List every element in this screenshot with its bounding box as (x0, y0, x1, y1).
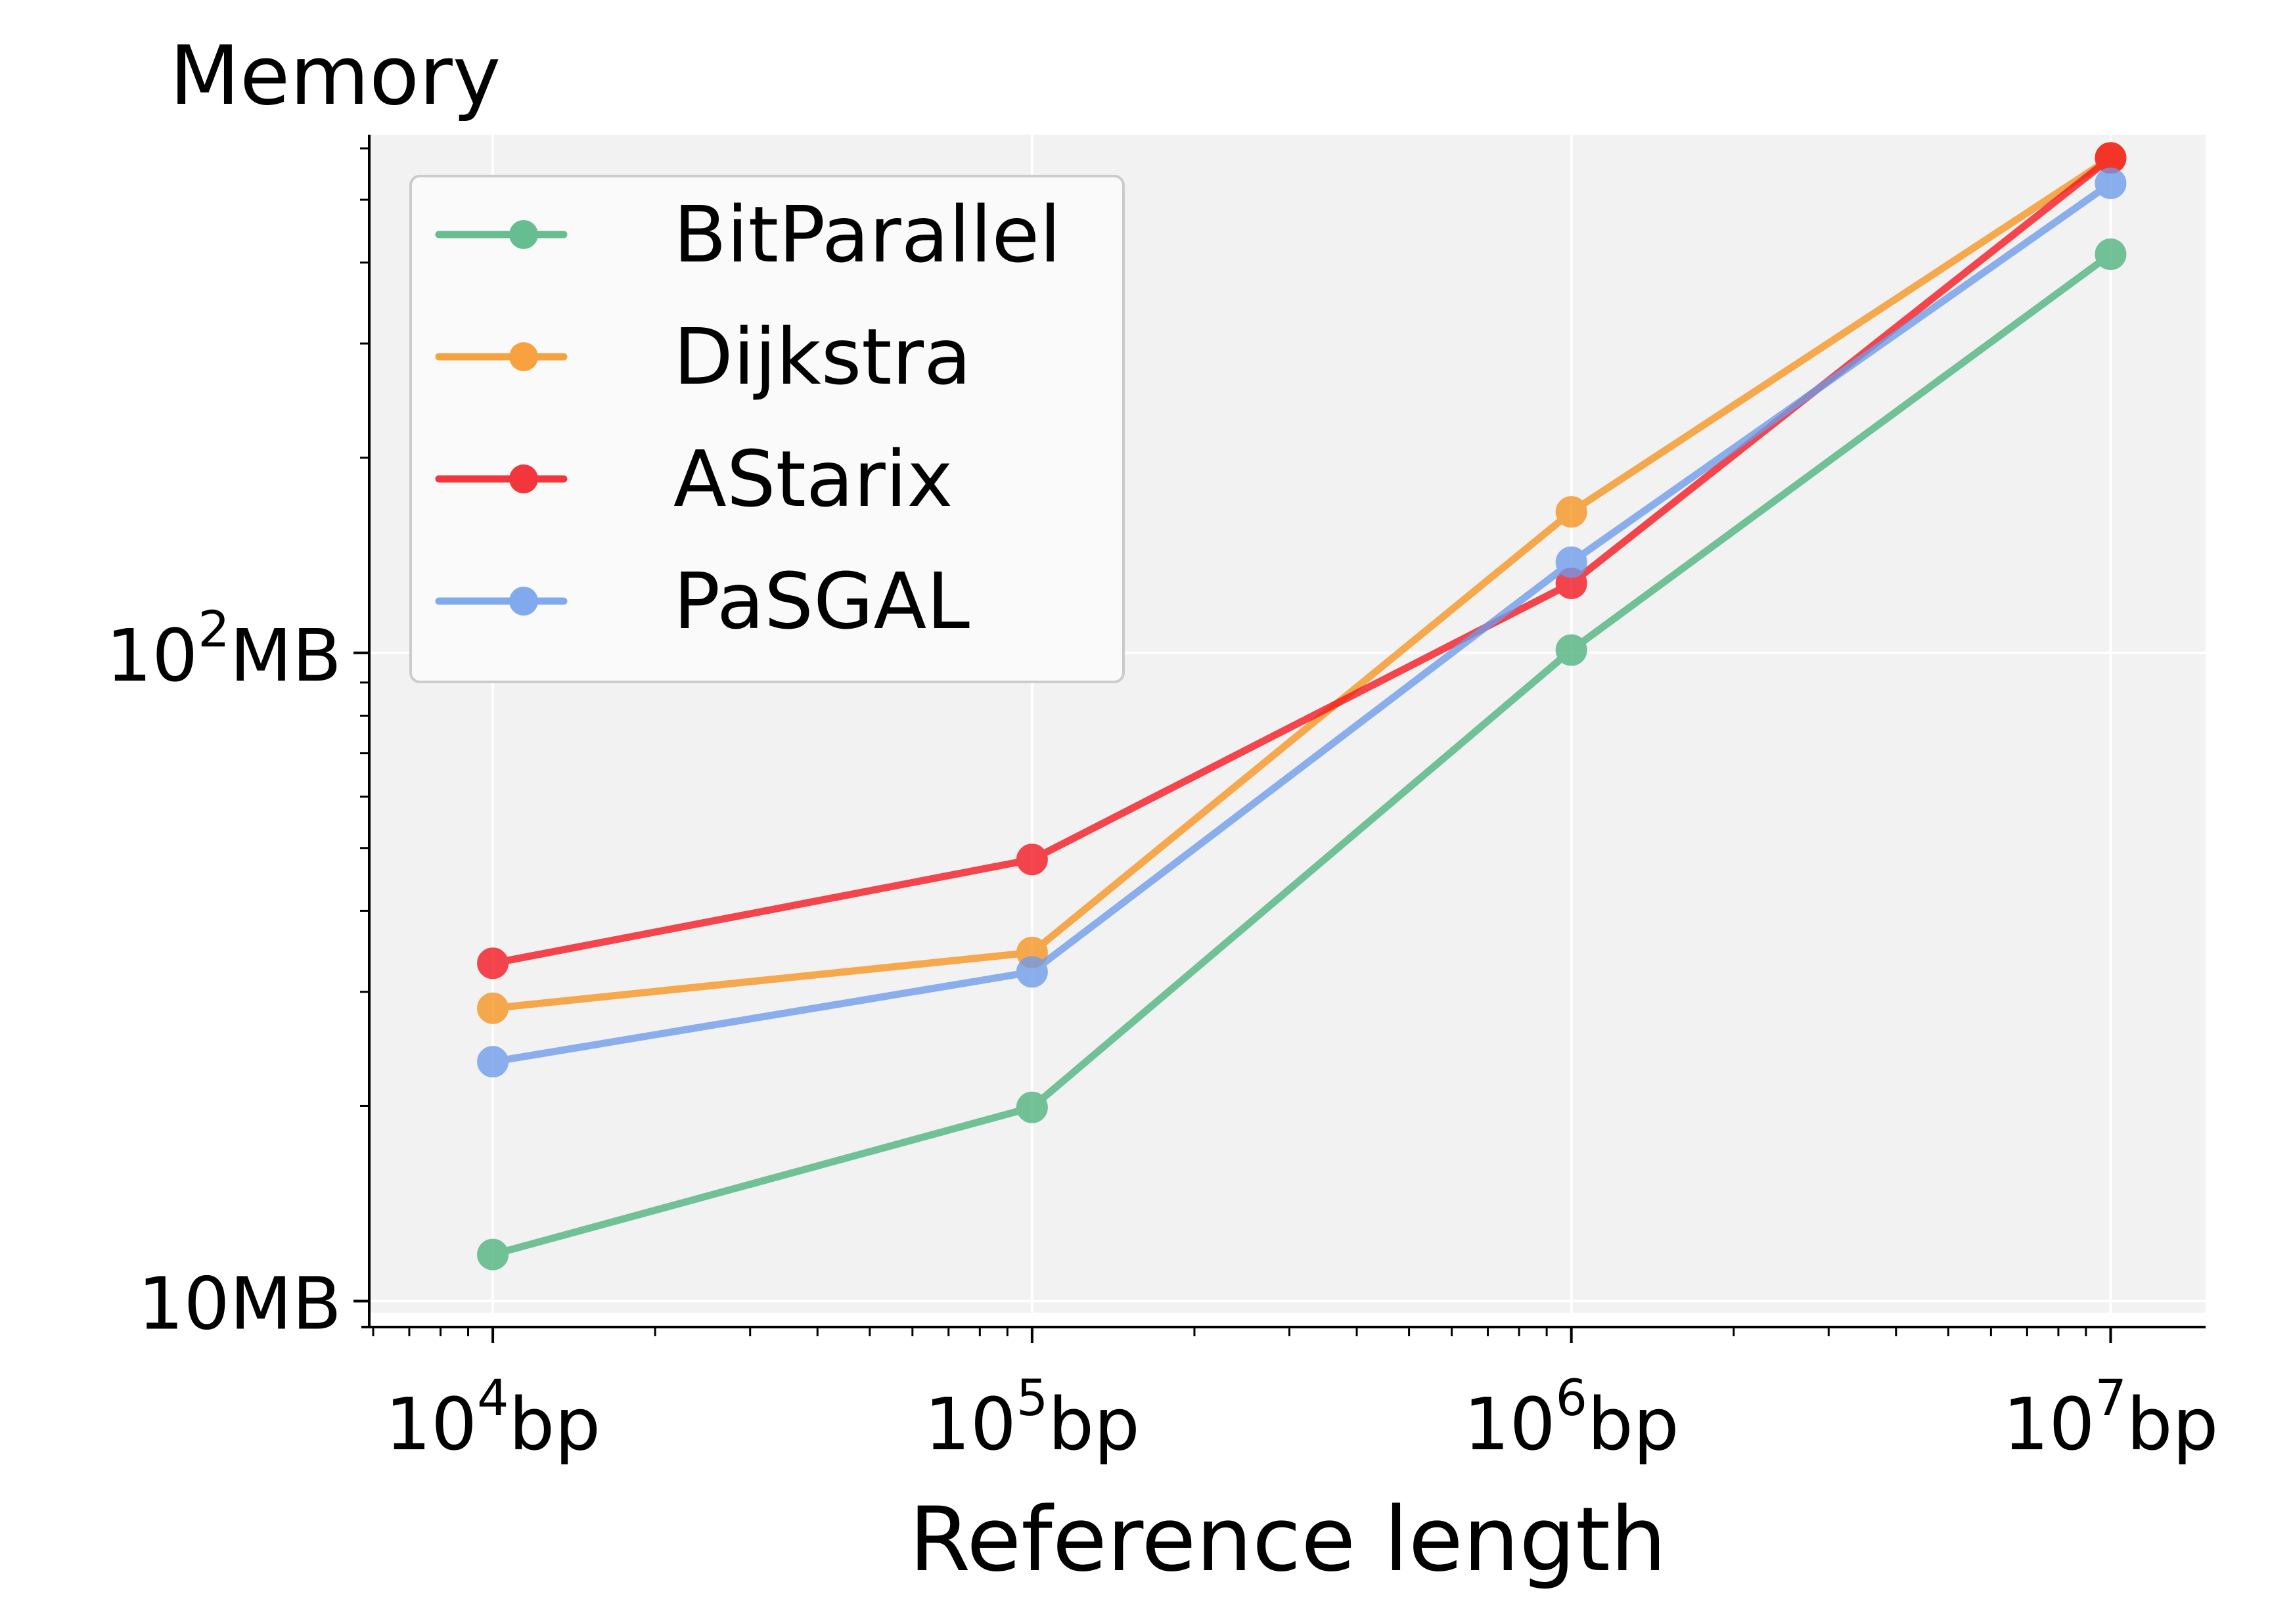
series-pasgal (477, 168, 2127, 1078)
data-point-pasgal (477, 1046, 509, 1078)
series-line-bitparallel (489, 250, 2114, 1259)
legend: BitParallel Dijkstra AStarix PaSGAL (409, 175, 1125, 683)
data-point-pasgal (1555, 546, 1587, 578)
data-point-pasgal (1016, 956, 1048, 988)
data-point-bitparallel (2095, 238, 2127, 271)
legend-dot-bitparallel (509, 220, 538, 249)
data-point-bitparallel (477, 1238, 509, 1271)
series-line-dijkstra (489, 154, 2114, 1012)
data-point-bitparallel (1016, 1091, 1048, 1123)
legend-marker-dijkstra (435, 342, 568, 371)
x-tick-label: 105bp (924, 1368, 1140, 1466)
legend-label-astarix: AStarix (673, 434, 953, 524)
legend-label-dijkstra: Dijkstra (673, 311, 971, 402)
x-axis-label: Reference length (909, 1488, 1666, 1591)
legend-marker-pasgal (435, 587, 568, 616)
legend-box (409, 175, 1125, 683)
legend-marker-bitparallel (435, 220, 568, 249)
chart-title: Memory (170, 29, 501, 124)
x-tick-label: 106bp (1464, 1368, 1679, 1466)
legend-dot-pasgal (509, 587, 538, 616)
y-tick-label: 102MB (106, 600, 342, 698)
data-point-dijkstra (477, 992, 509, 1024)
data-point-astarix (1016, 844, 1048, 876)
series-bitparallel (477, 238, 2127, 1271)
series-lines (477, 142, 2127, 1271)
legend-dot-dijkstra (509, 342, 538, 371)
data-point-pasgal (2095, 168, 2127, 200)
x-tick-label: 104bp (385, 1368, 601, 1466)
x-tick-label: 107bp (2003, 1368, 2218, 1466)
data-point-dijkstra (1555, 496, 1587, 528)
legend-label-pasgal: PaSGAL (673, 556, 970, 646)
axis-ticks: 10MB 102MB 104bp 105bp 106bp 107bp (106, 147, 2218, 1466)
data-point-astarix (477, 947, 509, 980)
y-tick-label: 10MB (138, 1262, 342, 1346)
legend-dot-astarix (509, 464, 538, 493)
legend-label-bitparallel: BitParallel (673, 189, 1061, 280)
data-point-bitparallel (1555, 634, 1587, 666)
legend-marker-astarix (435, 464, 568, 493)
series-line-pasgal (489, 179, 2114, 1066)
